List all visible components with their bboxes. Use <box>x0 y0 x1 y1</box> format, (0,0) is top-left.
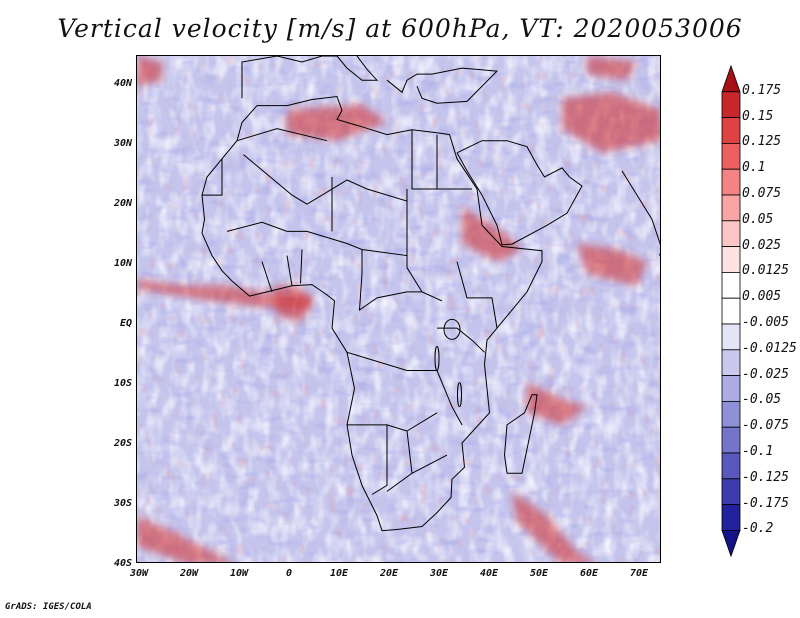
lon-label: 20E <box>379 568 399 579</box>
boundary-line <box>503 394 538 474</box>
colorbar-label: 0.1 <box>742 160 766 176</box>
boundary-line <box>411 454 448 474</box>
lon-label: 20W <box>179 568 199 579</box>
boundary-line <box>621 170 660 256</box>
boundary-line <box>243 154 408 205</box>
colorbar-label: 0.0125 <box>742 263 789 279</box>
colorbar-swatch <box>721 220 741 248</box>
lat-label: EQ <box>119 318 132 329</box>
lon-label: 10W <box>229 568 249 579</box>
map-title: Vertical velocity [m/s] at 600hPa, VT: 2… <box>57 14 743 43</box>
lon-label: 70E <box>629 568 649 579</box>
boundary-line <box>406 412 438 432</box>
boundary-line <box>202 158 223 196</box>
colorbar-label: 0.125 <box>742 134 782 150</box>
colorbar-label: 0.005 <box>742 289 782 305</box>
boundary-line <box>436 370 463 426</box>
boundary-line <box>286 255 293 286</box>
colorbar-label: 0.075 <box>742 186 782 201</box>
colorbar-label: 0.175 <box>742 82 782 98</box>
map-panel[interactable] <box>136 55 661 563</box>
boundary-line <box>456 140 583 246</box>
colorbar-label: -0.025 <box>742 366 789 382</box>
colorbar-swatch <box>721 271 741 299</box>
boundary-line <box>226 201 408 257</box>
colorbar-label: -0.175 <box>742 495 789 511</box>
lon-label: 60E <box>579 568 599 579</box>
boundary-line <box>241 56 379 99</box>
colorbar-label: 0.15 <box>742 108 774 124</box>
lat-label: 20S <box>113 438 132 449</box>
colorbar-swatch <box>721 478 741 505</box>
colorbar-swatch <box>721 64 741 93</box>
lake-outline <box>434 345 440 371</box>
lon-label: 0 <box>285 568 293 579</box>
colorbar-swatch <box>721 168 741 196</box>
colorbar-swatch <box>721 426 741 454</box>
colorbar-label: -0.075 <box>742 418 789 434</box>
colorbar-swatch <box>721 91 741 118</box>
boundary-line <box>236 128 328 142</box>
boundary-line <box>456 261 498 329</box>
colorbar-swatch <box>721 143 741 170</box>
colorbar-label: -0.05 <box>742 392 782 408</box>
lat-label: 30S <box>113 498 132 509</box>
colorbar-swatch <box>721 504 741 531</box>
colorbar-swatch <box>721 400 741 428</box>
lake-outline <box>457 382 462 408</box>
colorbar <box>721 64 741 558</box>
lat-label: 40N <box>113 78 132 89</box>
boundary-line <box>346 351 437 371</box>
lat-label: 30N <box>113 138 132 149</box>
colorbar-label: -0.005 <box>742 315 789 330</box>
velocity-field <box>137 56 660 562</box>
boundary-line <box>386 67 499 104</box>
lat-label: 20N <box>113 198 132 209</box>
colorbar-swatch <box>721 452 741 480</box>
lon-label: 30W <box>129 568 149 579</box>
colorbar-swatch <box>721 323 741 351</box>
lon-label: 30E <box>429 568 449 579</box>
colorbar-label: -0.0125 <box>742 340 797 356</box>
boundary-line <box>371 424 388 495</box>
boundary-line <box>406 255 423 293</box>
lat-label: 40S <box>113 558 132 569</box>
boundary-line <box>300 249 303 284</box>
lat-label: 10S <box>113 378 132 389</box>
boundary-line <box>261 261 273 293</box>
colorbar-swatch <box>721 246 741 273</box>
lon-label: 50E <box>529 568 549 579</box>
colorbar-swatch <box>721 194 741 222</box>
colorbar-swatch <box>721 117 741 144</box>
boundary-line <box>201 95 543 532</box>
colorbar-label: -0.125 <box>742 469 789 485</box>
boundary-line <box>411 129 472 190</box>
lon-label: 40E <box>479 568 499 579</box>
lake-outline <box>443 318 461 340</box>
colorbar-label: 0.025 <box>742 237 782 253</box>
colorbar-swatch <box>721 297 741 325</box>
lon-label: 10E <box>329 568 349 579</box>
colorbar-label: -0.1 <box>742 444 774 459</box>
colorbar-swatch <box>721 529 741 558</box>
colorbar-label: 0.05 <box>742 211 774 227</box>
colorbar-swatch <box>721 349 741 376</box>
colorbar-label: -0.2 <box>742 521 774 537</box>
grads-credit: GrADS: IGES/COLA <box>5 602 92 612</box>
boundary-line <box>437 327 485 353</box>
colorbar-swatch <box>721 375 741 402</box>
lat-label: 10N <box>113 258 132 269</box>
